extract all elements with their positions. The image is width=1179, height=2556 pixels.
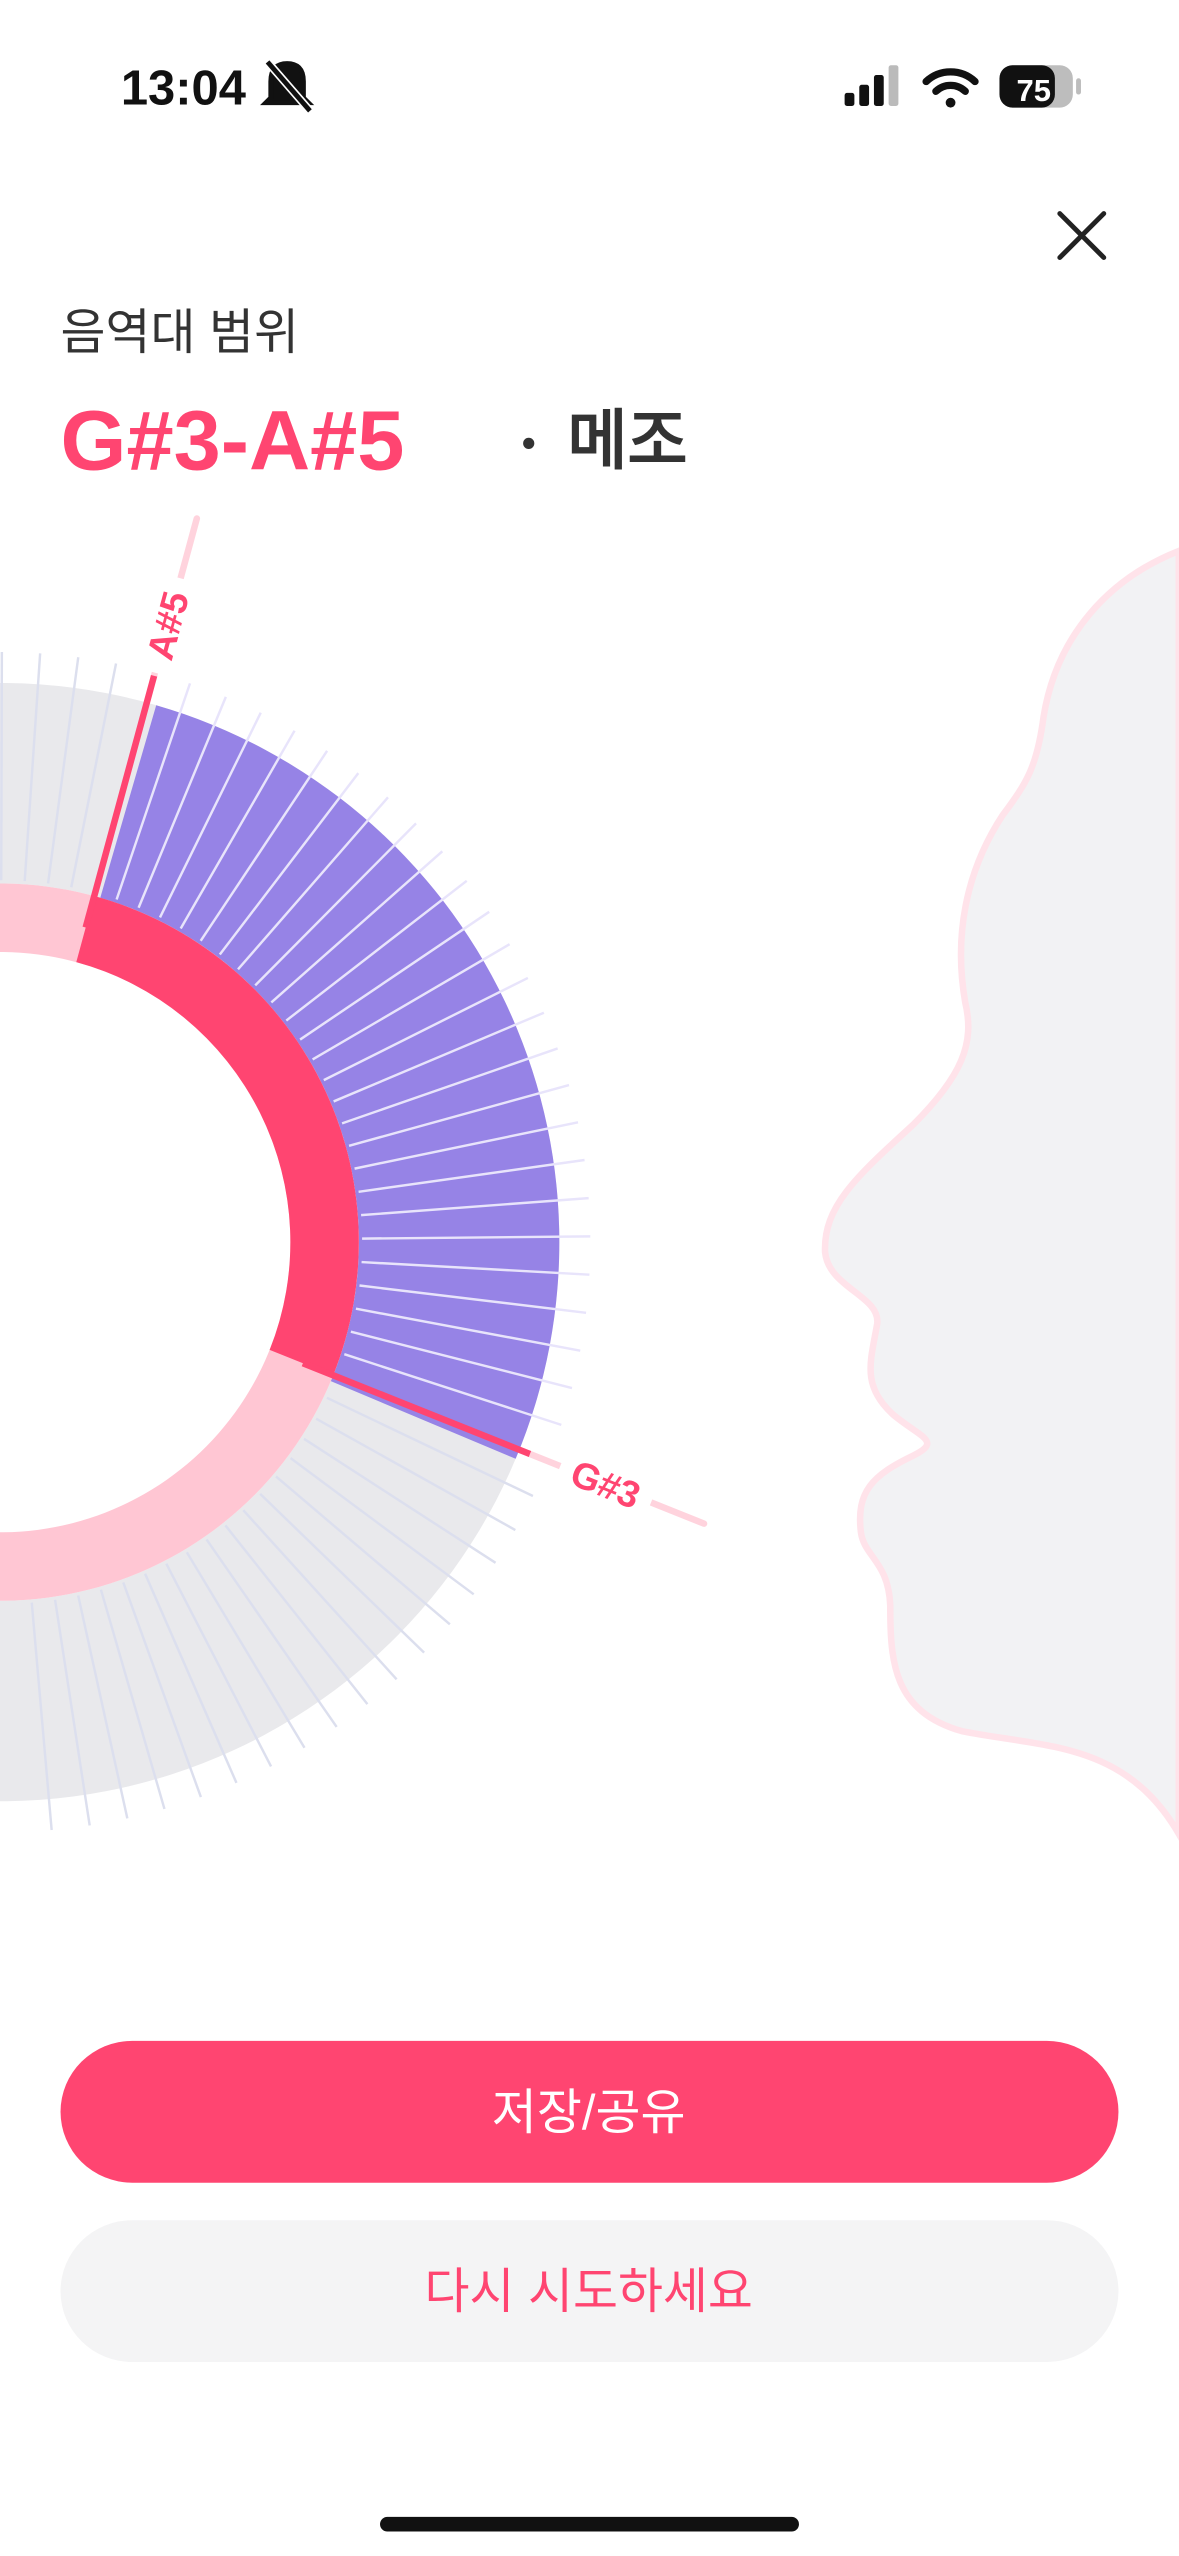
tick: [315, 1417, 516, 1532]
tick: [199, 750, 329, 942]
tick: [218, 772, 360, 956]
top-marker-label: A#5: [139, 587, 198, 664]
save-share-button[interactable]: 저장/공유: [60, 2040, 1119, 2183]
tick: [99, 1589, 166, 1810]
tick: [165, 1563, 273, 1767]
tick: [358, 1158, 585, 1193]
home-indicator: [380, 2516, 799, 2532]
tick: [53, 1599, 91, 1826]
tick: [303, 1437, 497, 1564]
wifi-icon: [922, 68, 979, 108]
range-dial: A#5 G#3: [0, 515, 708, 1831]
tick: [23, 653, 42, 882]
tick: [70, 663, 118, 888]
tick: [224, 1524, 369, 1705]
tick: [270, 850, 444, 1004]
tick: [362, 1235, 591, 1240]
tick: [76, 1595, 129, 1819]
tick: [343, 1353, 562, 1427]
close-button[interactable]: [1057, 211, 1107, 261]
voice-type: 메조: [567, 404, 687, 477]
tick: [355, 1307, 581, 1352]
tick: [289, 1457, 475, 1596]
button-label: 다시 시도하세요: [424, 2265, 752, 2319]
bottom-marker-line: [301, 1360, 532, 1458]
range-text: G#3-A#5: [61, 392, 405, 487]
tick: [185, 1551, 306, 1749]
tick: [30, 1602, 53, 1831]
range-band: [100, 705, 560, 1459]
tick: [115, 682, 192, 900]
tick: [242, 1509, 398, 1681]
top-marker-line: [82, 674, 158, 929]
tick: [46, 657, 80, 884]
tick: [350, 1330, 573, 1390]
separator: •: [522, 422, 536, 465]
tick: [179, 730, 296, 930]
bottom-marker-label-bg: [551, 1444, 660, 1524]
inner-ring-range: [76, 896, 359, 1376]
tick: [341, 1047, 559, 1125]
signal-icon: [844, 65, 899, 106]
tick: [326, 1396, 534, 1498]
tick: [359, 1284, 587, 1315]
retry-button[interactable]: 다시 시도하세요: [60, 2220, 1119, 2363]
tick: [361, 1196, 589, 1217]
battery-icon: 75: [999, 65, 1081, 108]
title: 음역대 범위: [61, 306, 299, 360]
battery-level: 75: [1016, 73, 1050, 108]
bottom-marker-label: G#3: [565, 1452, 646, 1517]
tick: [311, 943, 511, 1061]
tick: [158, 712, 262, 918]
tick: [237, 796, 389, 971]
tick: [348, 1083, 570, 1147]
status-time: 13:04: [121, 61, 246, 115]
tick: [323, 976, 529, 1082]
tick: [122, 1582, 203, 1798]
tick: [275, 1475, 451, 1626]
tick: [361, 1260, 590, 1276]
tick: [205, 1538, 338, 1728]
tick: [137, 696, 227, 909]
tick: [259, 1493, 425, 1654]
tick: [354, 1121, 579, 1170]
tick: [254, 822, 417, 987]
top-marker-label-bg: [132, 572, 203, 679]
button-label: 저장/공유: [492, 2086, 686, 2140]
tick: [299, 910, 490, 1041]
tick: [333, 1011, 545, 1103]
tick: [285, 879, 468, 1022]
tick: [0, 652, 4, 881]
head-silhouette: [821, 547, 1179, 1841]
mute-icon: [260, 59, 315, 114]
tick: [143, 1573, 238, 1784]
